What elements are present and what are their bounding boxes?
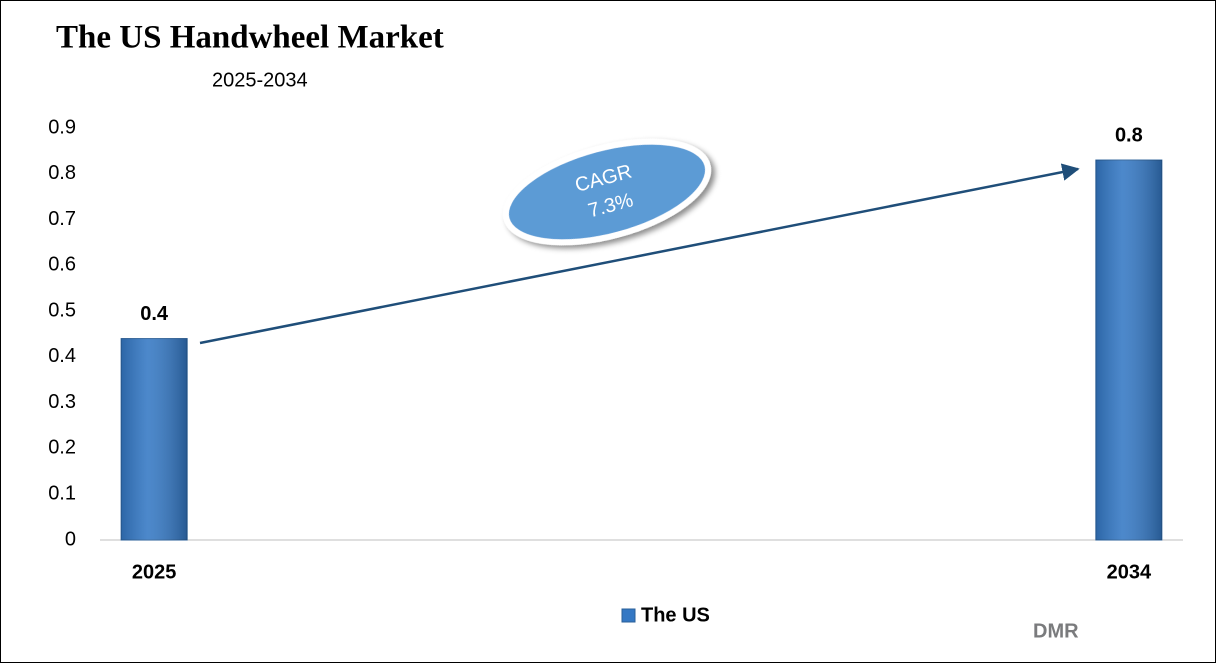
y-tick-label: 0.1 xyxy=(48,483,76,505)
y-tick-label: 0.9 xyxy=(48,116,76,138)
legend-label: The US xyxy=(641,604,710,626)
x-tick-label: 2025 xyxy=(132,561,177,583)
y-tick-label: 0.5 xyxy=(48,299,76,321)
value-label: 0.4 xyxy=(140,303,169,325)
bar xyxy=(120,338,188,541)
y-tick-label: 0.6 xyxy=(48,254,76,276)
x-tick-label: 2034 xyxy=(1107,561,1152,583)
y-tick-label: 0 xyxy=(65,528,76,550)
y-tick-label: 0.8 xyxy=(48,162,76,184)
y-tick-label: 0.7 xyxy=(48,208,76,230)
value-label: 0.8 xyxy=(1115,124,1143,146)
y-tick-label: 0.2 xyxy=(48,437,76,459)
logo: DMR xyxy=(1033,620,1079,642)
cagr-badge: CAGR 7.3% xyxy=(502,138,712,246)
chart-subtitle: 2025-2034 xyxy=(212,69,308,91)
cagr-ellipse xyxy=(502,138,712,246)
chart-title: The US Handwheel Market xyxy=(56,20,444,56)
y-tick-label: 0.3 xyxy=(48,391,76,413)
y-tick-label: 0.4 xyxy=(48,345,76,367)
bar xyxy=(1095,159,1163,541)
growth-arrow xyxy=(199,163,1080,345)
legend-swatch xyxy=(621,608,636,623)
